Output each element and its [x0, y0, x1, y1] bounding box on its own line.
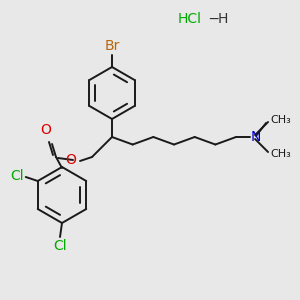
Text: Cl: Cl	[53, 239, 67, 253]
Text: CH₃: CH₃	[270, 115, 291, 125]
Text: −: −	[204, 12, 224, 26]
Text: CH₃: CH₃	[270, 149, 291, 159]
Text: O: O	[40, 123, 51, 137]
Text: H: H	[218, 12, 228, 26]
Text: N: N	[251, 130, 261, 144]
Text: Br: Br	[104, 39, 120, 53]
Text: HCl: HCl	[178, 12, 202, 26]
Text: O: O	[65, 153, 76, 167]
Text: Cl: Cl	[10, 169, 24, 183]
